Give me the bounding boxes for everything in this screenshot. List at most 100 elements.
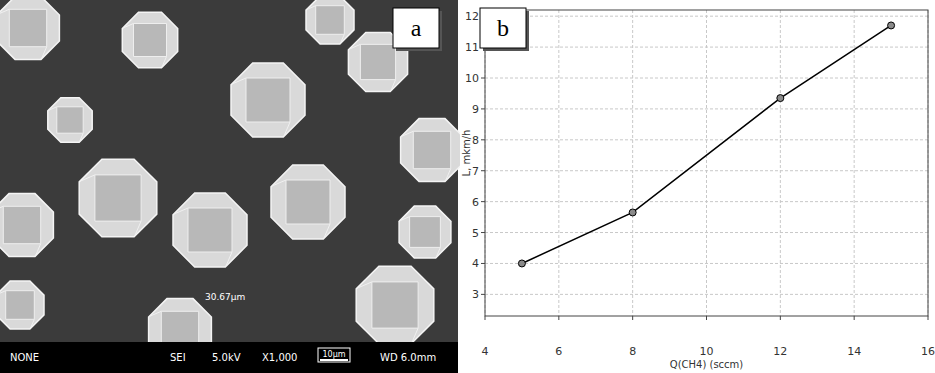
info-text: WD 6.0mm: [380, 352, 436, 363]
crystal-edge: [174, 208, 188, 214]
crystal-face: [57, 107, 83, 133]
label-box: [393, 8, 439, 48]
data-line: [522, 25, 891, 263]
crystal-face: [413, 131, 450, 168]
data-point: [629, 209, 636, 216]
crystal: [231, 63, 305, 137]
y-tick-label: 3: [472, 288, 479, 301]
y-tick-label: 8: [472, 134, 479, 147]
tick: [558, 316, 559, 320]
grid-line: [706, 10, 707, 316]
tick: [481, 139, 485, 140]
crystal-edge: [446, 169, 451, 181]
y-tick-label: 6: [472, 196, 479, 209]
crystal-edge: [226, 252, 232, 266]
grid-line: [854, 10, 855, 316]
crystal-edge: [80, 175, 95, 181]
tick: [481, 170, 485, 171]
crystal-edge: [0, 291, 6, 295]
grid-line: [485, 139, 928, 140]
info-text: SEI: [170, 352, 186, 363]
x-tick-label: 4: [482, 345, 489, 358]
tick: [854, 316, 855, 320]
sem-panel: 30.67μmNONESEI5.0kVX1,000WD 6.0mm10μm: [0, 0, 463, 373]
grid-line: [485, 78, 928, 79]
tick: [706, 316, 707, 320]
crystal: [173, 193, 247, 267]
info-text: NONE: [10, 352, 39, 363]
crystal: [122, 12, 177, 67]
crystal: [0, 281, 44, 329]
x-tick-label: 12: [773, 345, 787, 358]
y-tick-label: 7: [472, 165, 479, 178]
crystal: [48, 98, 92, 142]
crystal-edge: [149, 311, 161, 316]
label-box: [480, 8, 526, 48]
crystal-edge: [340, 34, 344, 43]
crystal-edge: [284, 122, 290, 136]
crystal-edge: [123, 24, 134, 29]
crystal-edge: [135, 221, 141, 236]
crystal-edge: [0, 206, 3, 211]
crystal-edge: [391, 80, 396, 91]
x-tick-label: 10: [700, 345, 714, 358]
plot-frame: [485, 10, 928, 316]
info-bar: [0, 342, 458, 373]
scale-bar-box: [318, 348, 350, 362]
crystal-face: [360, 44, 395, 79]
crystal: [356, 266, 434, 344]
crystal: [399, 206, 451, 258]
crystal-edge: [42, 47, 47, 59]
tick: [481, 201, 485, 202]
tick: [928, 316, 929, 320]
grid-line: [485, 294, 928, 295]
crystal-face: [134, 24, 167, 57]
x-tick-label: 6: [555, 345, 562, 358]
y-tick-label: 10: [465, 72, 479, 85]
crystal-edge: [412, 328, 418, 343]
grid-line: [558, 10, 559, 316]
crystal-face: [3, 206, 40, 243]
grid-line: [485, 170, 928, 171]
crystal: [0, 194, 53, 257]
x-tick-label: 14: [847, 345, 861, 358]
grid-line: [485, 263, 928, 264]
info-text: 5.0kV: [212, 352, 241, 363]
info-text: X1,000: [262, 352, 297, 363]
grid-line: [632, 10, 633, 316]
data-point: [777, 95, 784, 102]
data-group: [518, 22, 894, 267]
panel-label: b: [497, 15, 509, 41]
tick: [780, 316, 781, 320]
crystal-edge: [324, 224, 330, 238]
y-tick-label: 5: [472, 227, 479, 240]
grid-line: [780, 10, 781, 316]
crystal-face: [410, 217, 441, 248]
x-axis-label: Q(CH4) (sccm): [670, 359, 744, 370]
crystal-edge: [30, 319, 34, 328]
panel-label: a: [411, 15, 422, 41]
figure: 30.67μmNONESEI5.0kVX1,000WD 6.0mm10μm468…: [0, 0, 935, 373]
crystal-edge: [357, 282, 372, 288]
crystal: [306, 0, 354, 44]
grid-line: [485, 232, 928, 233]
crystal-edge: [400, 217, 410, 221]
scale-bar: [320, 359, 348, 361]
crystal-edge: [36, 244, 41, 256]
tick: [481, 232, 485, 233]
tick: [481, 263, 485, 264]
crystal-face: [246, 78, 290, 122]
crystal-edge: [48, 107, 56, 111]
tick: [481, 108, 485, 109]
crystal: [401, 119, 464, 182]
crystal-face: [316, 6, 345, 35]
crystal-edge: [349, 44, 360, 49]
sem-background: [0, 0, 458, 342]
grid-line: [485, 16, 928, 17]
crystal-edge: [232, 78, 246, 84]
crystal: [0, 0, 59, 59]
data-point: [888, 22, 895, 29]
crystal-face: [286, 180, 330, 224]
grid-line: [485, 47, 928, 48]
tick: [481, 294, 485, 295]
